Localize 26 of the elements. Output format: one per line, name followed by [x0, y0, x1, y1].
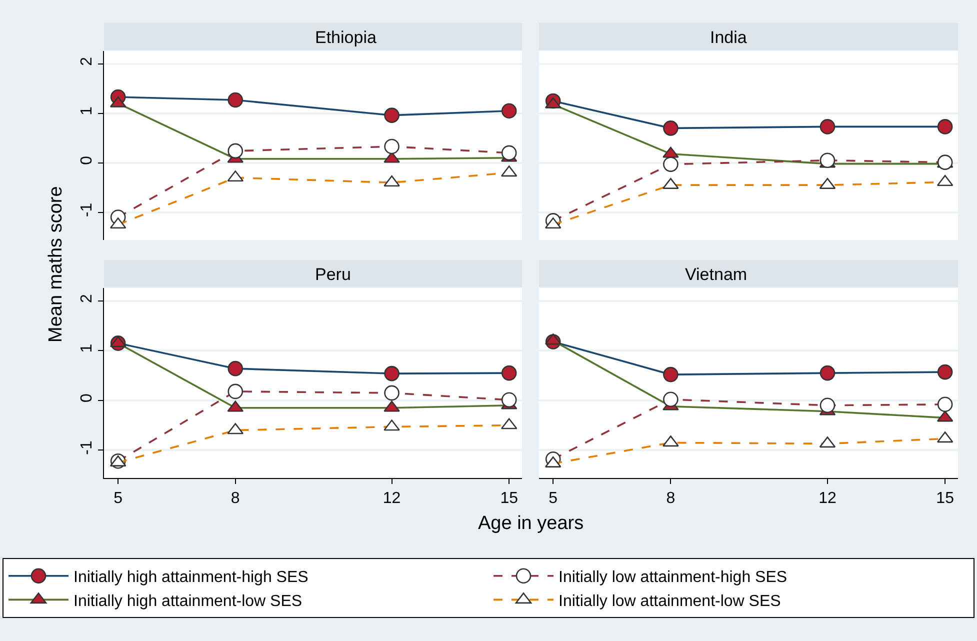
x-axis-title: Age in years [478, 513, 584, 534]
y-tick-label: 2 [78, 56, 96, 66]
chart-title: Ethiopia [315, 28, 377, 47]
x-tick-label: 5 [548, 490, 558, 508]
legend-label: Initially low attainment-low SES [558, 592, 781, 610]
y-tick-label: 2 [78, 294, 96, 303]
y-tick-label: 0 [78, 393, 96, 402]
x-tick-label: 12 [818, 490, 836, 508]
y-tick-label: 1 [78, 344, 96, 353]
x-tick-label: 15 [936, 490, 954, 508]
y-tick-label: -1 [78, 440, 96, 455]
x-tick-label: 8 [666, 490, 676, 508]
legend-label: Initially high attainment-low SES [74, 592, 302, 610]
x-tick-label: 5 [114, 490, 123, 508]
legend-label: Initially low attainment-high SES [558, 569, 788, 586]
x-tick-label: 8 [230, 490, 240, 508]
x-tick-label: 12 [382, 490, 401, 508]
y-axis-title: Mean maths score [46, 186, 66, 342]
x-tick-label: 15 [500, 490, 518, 508]
y-tick-label: 1 [78, 106, 96, 116]
legend-label: Initially high attainment-high SES [74, 569, 308, 586]
y-tick-label: 0 [78, 156, 96, 165]
chart-title: Vietnam [685, 265, 748, 284]
chart-title: India [710, 28, 748, 47]
y-tick-label: -1 [78, 202, 96, 218]
chart-title: Peru [315, 265, 351, 284]
